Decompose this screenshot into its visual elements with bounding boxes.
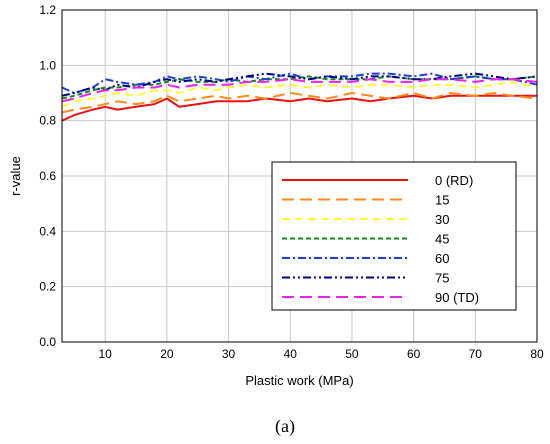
legend-label: 90 (TD)	[435, 290, 479, 305]
y-tick-label: 1.2	[39, 3, 56, 17]
legend-label: 15	[435, 193, 449, 208]
series-line-5	[61, 72, 538, 94]
series-line-7	[61, 78, 538, 103]
series-line-3	[61, 80, 538, 108]
x-tick-label: 60	[407, 347, 421, 361]
y-tick-label: 0.2	[39, 280, 56, 294]
figure-caption: (a)	[275, 416, 295, 437]
y-tick-label: 0.4	[39, 224, 56, 238]
x-tick-label: 80	[530, 347, 544, 361]
x-tick-label: 20	[160, 347, 174, 361]
legend-box	[271, 161, 517, 311]
y-tick-label: 1.0	[39, 58, 56, 72]
legend-label: 45	[435, 232, 449, 247]
legend-label: 30	[435, 212, 449, 227]
x-tick-label: 10	[99, 347, 113, 361]
y-axis-title: r-value	[8, 156, 23, 196]
series-line-2	[61, 92, 538, 114]
series-line-1	[61, 94, 537, 122]
x-tick-label: 30	[222, 347, 236, 361]
y-tick-label: 0.6	[39, 169, 56, 183]
x-tick-label: 70	[469, 347, 483, 361]
x-tick-label: 50	[345, 347, 359, 361]
legend-label: 75	[435, 271, 449, 286]
series-lines	[61, 72, 538, 122]
legend-label: 0 (RD)	[435, 173, 473, 188]
plot-area-frame	[61, 9, 538, 343]
y-tick-label: 0.0	[39, 335, 56, 349]
x-axis-title: Plastic work (MPa)	[245, 373, 353, 388]
series-line-6	[61, 72, 538, 97]
y-tick-label: 0.8	[39, 114, 56, 128]
legend-label: 60	[435, 251, 449, 266]
x-tick-label: 40	[284, 347, 298, 361]
legend: 0 (RD) 15 30 45 60 75 90 (TD)	[271, 161, 517, 311]
tick-labels: 10 20 30 40 50 60 70 80 0.0 0.2 0.4 0.6 0.8 1.0 1.2	[39, 3, 544, 361]
